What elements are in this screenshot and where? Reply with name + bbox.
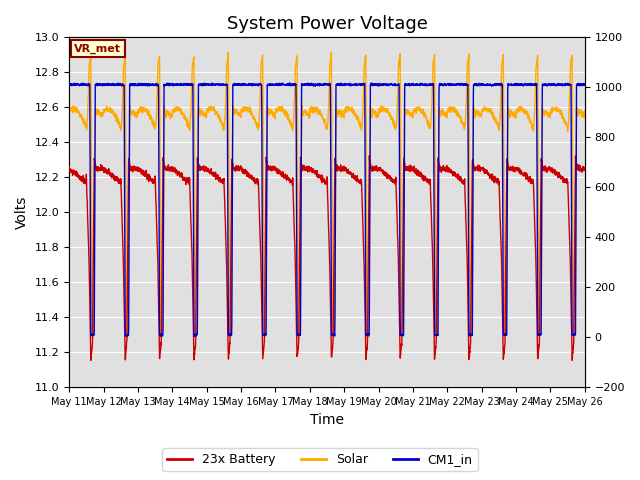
Solar [516,106,524,112]
Solar [65,106,73,111]
CM1_in [516,81,524,87]
Solar [571,329,579,335]
CM1_in [124,332,132,338]
Line: Solar: Solar [69,52,585,338]
Y-axis label: Volts: Volts [15,196,29,229]
23x Battery [155,309,163,315]
CM1_in [263,108,271,114]
Line: 23x Battery: 23x Battery [69,156,585,360]
23x Battery [516,169,524,175]
23x Battery [263,158,271,164]
Text: VR_met: VR_met [74,43,122,54]
CM1_in [285,80,293,86]
23x Battery [124,209,132,215]
CM1_in [190,334,198,339]
23x Battery [285,175,293,181]
23x Battery [87,358,95,363]
CM1_in [65,81,73,86]
Legend: 23x Battery, Solar, CM1_in: 23x Battery, Solar, CM1_in [163,448,477,471]
CM1_in [571,333,579,338]
Solar [124,333,132,338]
CM1_in [285,82,293,87]
CM1_in [155,88,163,94]
Solar [581,108,589,114]
Solar [123,336,131,341]
Line: CM1_in: CM1_in [69,83,585,336]
X-axis label: Time: Time [310,413,344,427]
Title: System Power Voltage: System Power Voltage [227,15,428,33]
Solar [155,59,163,65]
Solar [285,118,293,124]
Solar [328,49,335,55]
23x Battery [65,164,73,169]
23x Battery [571,211,579,217]
Solar [263,124,271,130]
CM1_in [581,81,589,87]
23x Battery [581,165,589,171]
23x Battery [365,153,373,158]
